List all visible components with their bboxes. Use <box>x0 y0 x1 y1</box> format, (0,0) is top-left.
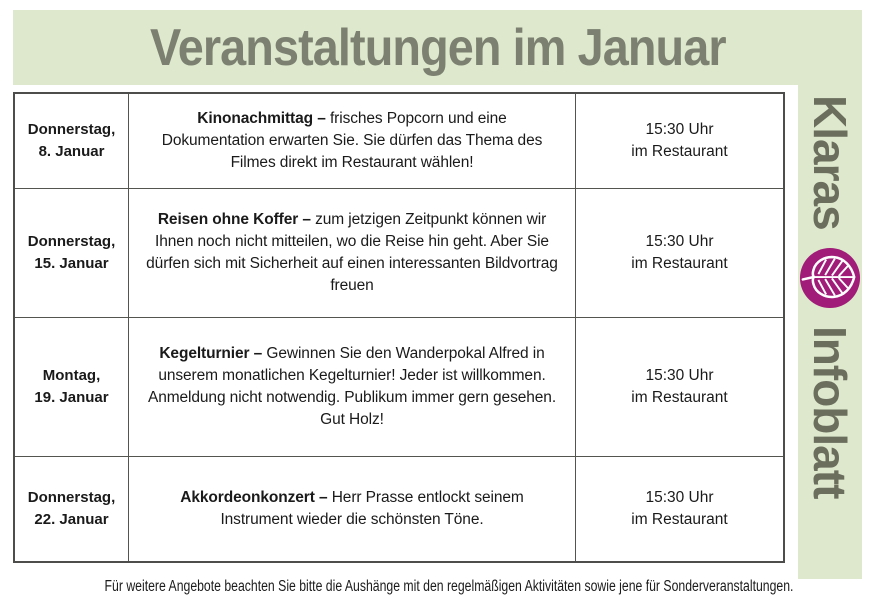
event-date-cell: Montag, 19. Januar <box>15 318 129 456</box>
event-location: im Restaurant <box>631 143 728 160</box>
events-table: Donnerstag, 8. Januar Kinonachmittag – f… <box>13 92 785 563</box>
event-title: Kegelturnier – <box>159 345 263 362</box>
event-day: Montag, <box>42 367 101 384</box>
event-time: 15:30 Uhr <box>645 367 714 384</box>
event-time-cell: 15:30 Uhr im Restaurant <box>576 318 783 456</box>
event-title: Reisen ohne Koffer – <box>157 211 311 228</box>
event-details: Gewinnen Sie den Wanderpokal Alfred in u… <box>147 345 557 428</box>
event-date-cell: Donnerstag, 15. Januar <box>15 189 129 317</box>
footer-note: Für weitere Angebote beachten Sie bitte … <box>13 578 794 596</box>
event-time-cell: 15:30 Uhr im Restaurant <box>576 189 783 317</box>
event-details: frisches Popcorn und eine Dokumentation … <box>161 110 543 171</box>
event-description-cell: Akkordeonkonzert – Herr Prasse entlockt … <box>129 457 576 561</box>
event-description-cell: Kegelturnier – Gewinnen Sie den Wanderpo… <box>129 318 576 456</box>
table-row: Donnerstag, 8. Januar Kinonachmittag – f… <box>15 94 783 189</box>
event-time-cell: 15:30 Uhr im Restaurant <box>576 94 783 188</box>
event-text: Akkordeonkonzert – Herr Prasse entlockt … <box>145 487 559 531</box>
event-location: im Restaurant <box>631 255 728 272</box>
event-time: 15:30 Uhr <box>645 121 714 138</box>
event-time: 15:30 Uhr <box>645 233 714 250</box>
event-day: Donnerstag, <box>27 489 116 506</box>
event-date-cell: Donnerstag, 8. Januar <box>15 94 129 188</box>
event-date-cell: Donnerstag, 22. Januar <box>15 457 129 561</box>
table-row: Donnerstag, 15. Januar Reisen ohne Koffe… <box>15 189 783 318</box>
event-date: 15. Januar <box>34 255 109 272</box>
event-time-cell: 15:30 Uhr im Restaurant <box>576 457 783 561</box>
brand-word-top: Klaras <box>804 95 856 230</box>
footer-note-text: Für weitere Angebote beachten Sie bitte … <box>104 578 794 595</box>
event-date: 8. Januar <box>38 143 105 160</box>
page-title: Veranstaltungen im Januar <box>149 18 727 77</box>
event-date: 22. Januar <box>34 511 109 528</box>
brand-sidebar: Klaras In <box>798 85 862 579</box>
event-description-cell: Reisen ohne Koffer – zum jetzigen Zeitpu… <box>129 189 576 317</box>
title-banner: Veranstaltungen im Januar <box>13 10 862 85</box>
event-location: im Restaurant <box>631 389 728 406</box>
event-day: Donnerstag, <box>27 233 116 250</box>
table-row: Montag, 19. Januar Kegelturnier – Gewinn… <box>15 318 783 457</box>
table-row: Donnerstag, 22. Januar Akkordeonkonzert … <box>15 457 783 561</box>
event-description-cell: Kinonachmittag – frisches Popcorn und ei… <box>129 94 576 188</box>
event-text: Reisen ohne Koffer – zum jetzigen Zeitpu… <box>145 209 559 297</box>
leaf-icon <box>799 247 861 308</box>
event-text: Kinonachmittag – frisches Popcorn und ei… <box>145 108 559 174</box>
event-text: Kegelturnier – Gewinnen Sie den Wanderpo… <box>145 343 559 431</box>
event-details: zum jetzigen Zeitpunkt können wir Ihnen … <box>146 211 558 294</box>
event-title: Akkordeonkonzert – <box>180 489 328 506</box>
event-title: Kinonachmittag – <box>197 110 326 127</box>
event-day: Donnerstag, <box>27 121 116 138</box>
brand-word-bottom: Infoblatt <box>804 325 856 499</box>
event-time: 15:30 Uhr <box>645 489 714 506</box>
event-location: im Restaurant <box>631 511 728 528</box>
event-details: Herr Prasse entlockt seinem Instrument w… <box>220 489 524 528</box>
event-date: 19. Januar <box>34 389 109 406</box>
